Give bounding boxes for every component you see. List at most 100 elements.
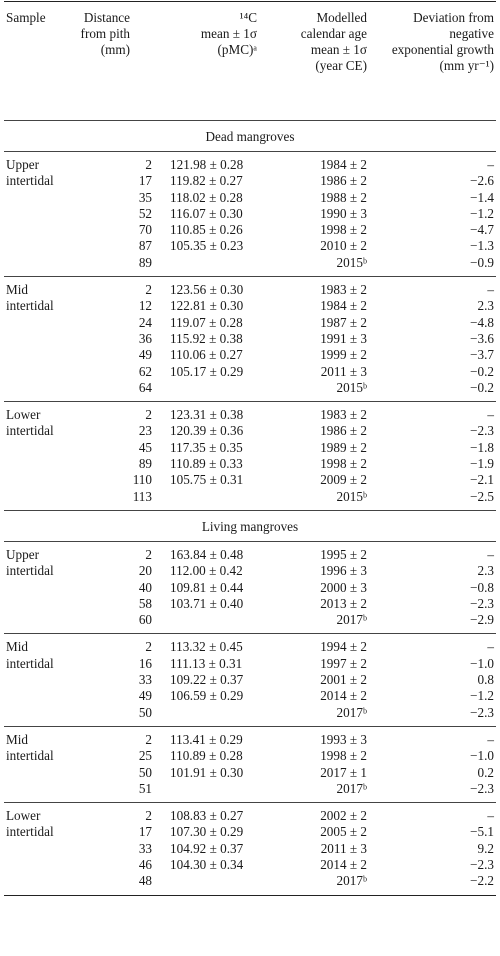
- bottom-rule: [4, 894, 496, 896]
- deviation-cell: 2.3: [477, 563, 494, 579]
- distance-cell: 2: [145, 282, 152, 298]
- c14-cell: 119.82 ± 0.27: [170, 173, 243, 189]
- age-cell: 1990 ± 3: [320, 205, 367, 221]
- sample-group: Lower 2 123.31 ± 0.38 1983 ± 2 – intertidal 23…: [4, 402, 496, 510]
- c14-cell: 118.02 ± 0.28: [170, 189, 243, 205]
- distance-cell: 33: [138, 840, 152, 856]
- header-sample: Sample: [6, 10, 74, 26]
- deviation-cell: −0.9: [470, 254, 494, 270]
- table-row: intertidal 16 111.13 ± 0.31 1997 ± 2 −1.0: [4, 656, 496, 672]
- distance-cell: 35: [138, 189, 152, 205]
- deviation-cell: −5.1: [470, 824, 494, 840]
- c14-cell: 108.83 ± 0.27: [170, 808, 244, 824]
- deviation-cell: 2.3: [477, 298, 494, 314]
- group-rule: [4, 401, 496, 403]
- sample-label: Upper: [6, 546, 39, 562]
- age-cell: 2011 ± 3: [320, 363, 367, 379]
- distance-cell: 25: [138, 748, 152, 764]
- deviation-cell: −2.5: [470, 488, 494, 504]
- age-cell: 1998 ± 2: [320, 748, 367, 764]
- c14-cell: 104.92 ± 0.37: [170, 840, 244, 856]
- sample-group: Mid 2 113.32 ± 0.45 1994 ± 2 – intertidal 16 11…: [4, 634, 496, 725]
- age-cell: 1998 ± 2: [320, 222, 367, 238]
- age-cell: 1994 ± 2: [320, 639, 367, 655]
- header-age-line: Modelled: [316, 10, 367, 25]
- table-row: 33 109.22 ± 0.37 2001 ± 2 0.8: [4, 672, 496, 688]
- sample-label: intertidal: [6, 423, 54, 439]
- distance-cell: 2: [145, 731, 152, 747]
- age-cell: 2017ᵇ: [336, 873, 367, 889]
- table-row: 87 105.35 ± 0.23 2010 ± 2 −1.3: [4, 238, 496, 254]
- deviation-cell: −4.8: [470, 314, 494, 330]
- sample-group: Lower 2 108.83 ± 0.27 2002 ± 2 – intertidal 17…: [4, 803, 496, 894]
- deviation-cell: −0.8: [470, 579, 494, 595]
- distance-cell: 45: [138, 439, 152, 455]
- section-rule: [4, 509, 496, 511]
- age-cell: 2013 ± 2: [320, 595, 367, 611]
- header-age-line: mean ± 1σ: [310, 42, 367, 57]
- distance-cell: 51: [138, 780, 152, 796]
- table-row: 89 110.89 ± 0.33 1998 ± 2 −1.9: [4, 456, 496, 472]
- deviation-cell: −2.3: [470, 856, 494, 872]
- deviation-cell: –: [487, 546, 494, 562]
- c14-cell: 110.89 ± 0.33: [170, 456, 243, 472]
- table-row: intertidal 17 119.82 ± 0.27 1986 ± 2 −2.6: [4, 173, 496, 189]
- header-age-line: (year CE): [315, 58, 367, 73]
- age-cell: 2017ᵇ: [336, 612, 367, 628]
- header-c14-line: ¹⁴C: [239, 10, 257, 25]
- deviation-cell: −1.0: [470, 748, 494, 764]
- age-cell: 2002 ± 2: [320, 808, 367, 824]
- header-c14: ¹⁴C mean ± 1σ (pMC)ᵃ: [130, 10, 257, 58]
- sample-label: Mid: [6, 731, 28, 747]
- header-deviation: Deviation from negative exponential grow…: [367, 10, 494, 74]
- table-row: 58 103.71 ± 0.40 2013 ± 2 −2.3: [4, 596, 496, 612]
- header-deviation-line: (mm yr⁻¹): [439, 58, 495, 73]
- distance-cell: 87: [138, 238, 152, 254]
- age-cell: 1983 ± 2: [320, 282, 367, 298]
- distance-cell: 62: [138, 363, 152, 379]
- distance-cell: 49: [138, 347, 152, 363]
- deviation-cell: −4.7: [470, 222, 494, 238]
- header-distance: Distance from pith (mm): [74, 10, 130, 58]
- deviation-cell: −1.3: [470, 238, 494, 254]
- c14-cell: 101.91 ± 0.30: [170, 764, 244, 780]
- c14-cell: 163.84 ± 0.48: [170, 546, 244, 562]
- table-row: Mid 2 123.56 ± 0.30 1983 ± 2 –: [4, 282, 496, 298]
- c14-cell: 113.41 ± 0.29: [170, 731, 243, 747]
- deviation-cell: –: [487, 407, 494, 423]
- deviation-cell: −2.2: [470, 873, 494, 889]
- header-age: Modelled calendar age mean ± 1σ (year CE…: [257, 10, 367, 74]
- section-title: Living mangroves: [201, 518, 299, 534]
- age-cell: 2009 ± 2: [320, 472, 367, 488]
- age-cell: 2005 ± 2: [320, 824, 367, 840]
- table-body: Dead mangroves Upper 2 121.98 ± 0.28 1984 ± …: [4, 127, 496, 896]
- deviation-cell: −0.2: [470, 363, 494, 379]
- age-cell: 1988 ± 2: [320, 189, 367, 205]
- age-cell: 2017ᵇ: [336, 780, 367, 796]
- distance-cell: 23: [138, 423, 152, 439]
- distance-cell: 50: [138, 704, 152, 720]
- age-cell: 2015ᵇ: [336, 379, 367, 395]
- age-cell: 1991 ± 3: [320, 330, 367, 346]
- c14-cell: 120.39 ± 0.36: [170, 423, 244, 439]
- age-cell: 1996 ± 3: [320, 563, 367, 579]
- deviation-cell: –: [487, 808, 494, 824]
- deviation-cell: 9.2: [477, 840, 494, 856]
- distance-cell: 46: [138, 856, 152, 872]
- group-rule: [4, 276, 496, 278]
- group-rule: [4, 802, 496, 804]
- distance-cell: 110: [132, 472, 152, 488]
- age-cell: 1984 ± 2: [320, 298, 367, 314]
- age-cell: 1993 ± 3: [320, 731, 367, 747]
- age-cell: 1986 ± 2: [320, 423, 367, 439]
- top-rule: [4, 1, 496, 2]
- sample-group: Mid 2 113.41 ± 0.29 1993 ± 3 – intertidal 25 11…: [4, 727, 496, 802]
- table-row: 50 101.91 ± 0.30 2017 ± 1 0.2: [4, 765, 496, 781]
- c14-cell: 119.07 ± 0.28: [170, 314, 243, 330]
- table-row: 24 119.07 ± 0.28 1987 ± 2 −4.8: [4, 315, 496, 331]
- sample-label: Upper: [6, 157, 39, 172]
- c14-cell: 103.71 ± 0.40: [170, 595, 244, 611]
- distance-cell: 89: [138, 456, 152, 472]
- c14-cell: 107.30 ± 0.29: [170, 824, 244, 840]
- age-cell: 2000 ± 3: [320, 579, 367, 595]
